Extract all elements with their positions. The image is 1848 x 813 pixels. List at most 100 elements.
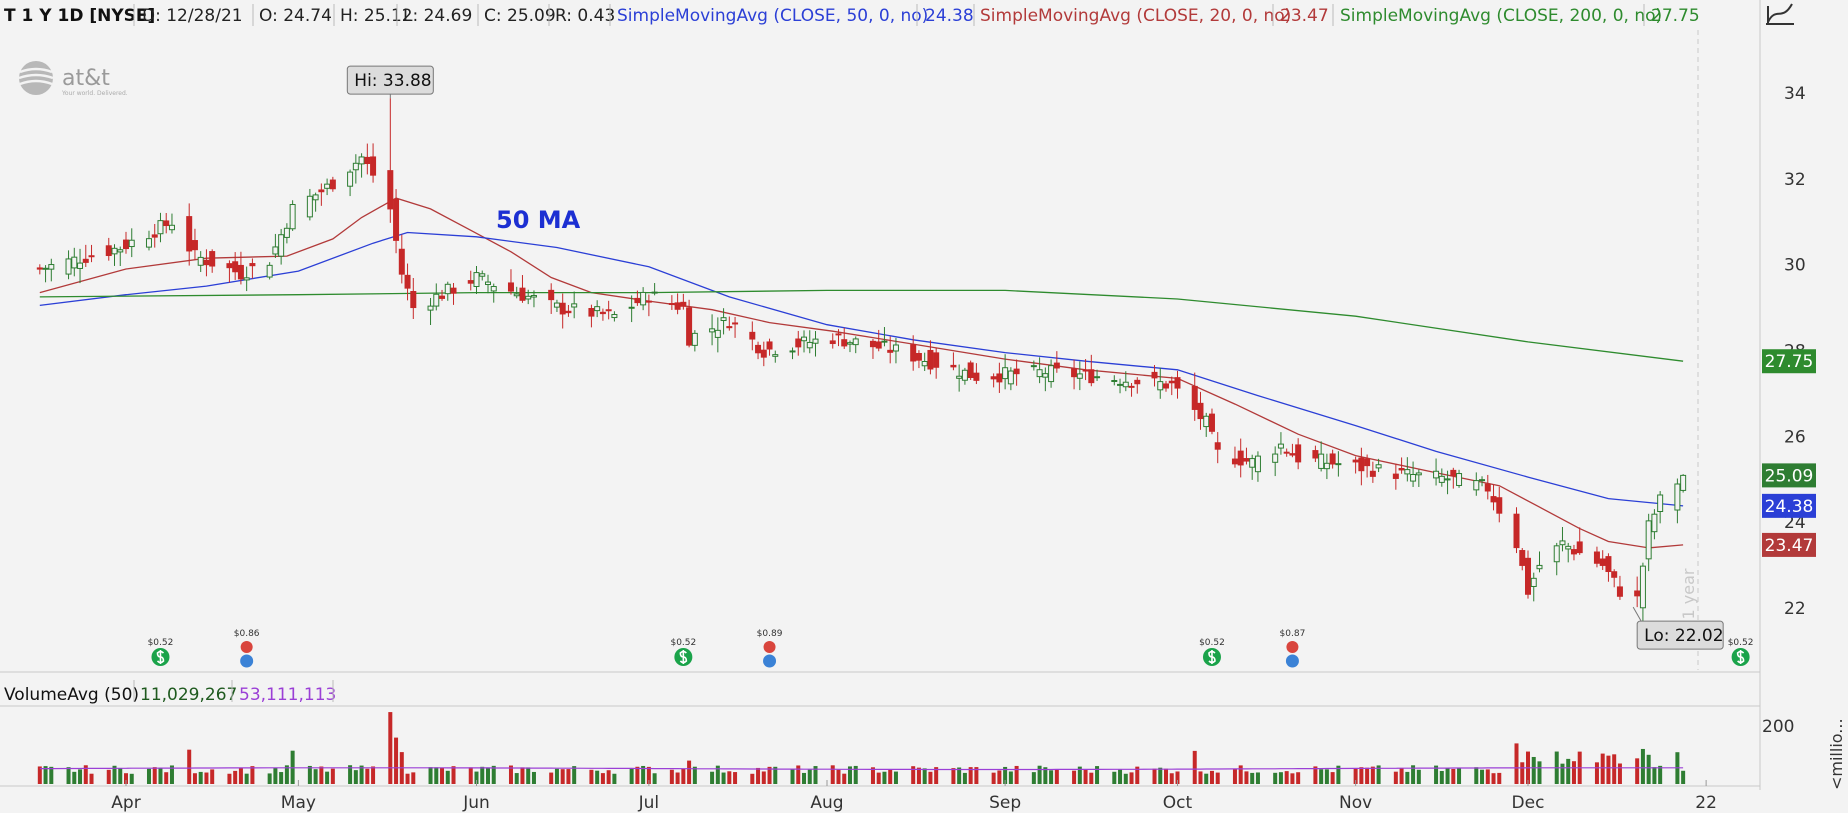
- candle-body: [1076, 373, 1083, 379]
- att-logo: at&t Your world. Delivered.: [18, 61, 128, 97]
- volume-bar: [870, 767, 875, 784]
- candle-body: [1249, 458, 1256, 468]
- att-logo-name: at&t: [62, 66, 110, 91]
- header-close: C: 25.09: [484, 6, 556, 26]
- dividend-icon[interactable]: [151, 648, 170, 666]
- candle-body: [278, 234, 285, 257]
- candle-body: [1168, 380, 1175, 384]
- candle-body: [565, 310, 572, 314]
- candle-body: [812, 338, 819, 344]
- candle-body: [1191, 385, 1198, 410]
- candle-body: [605, 309, 612, 312]
- candle-body: [1151, 371, 1158, 379]
- dividend-icon[interactable]: [1731, 648, 1750, 666]
- volume-bar: [233, 770, 238, 784]
- date-tick-label: May: [281, 793, 316, 813]
- candle-body: [329, 179, 336, 190]
- candle-body: [1208, 413, 1215, 432]
- candle-body: [312, 194, 319, 201]
- earnings-icon[interactable]: [1285, 641, 1299, 668]
- volume-bar: [371, 766, 376, 784]
- volume-bar: [1405, 771, 1410, 784]
- candle-body: [1473, 480, 1480, 491]
- candle-body: [910, 344, 917, 362]
- volume-bar: [1434, 765, 1439, 784]
- price-value-badge: [1762, 463, 1816, 488]
- earnings-amount: $0.87: [1280, 629, 1306, 639]
- candle-body: [1352, 459, 1359, 463]
- candle-body: [1111, 379, 1118, 382]
- candle-body: [352, 162, 359, 171]
- candle-body: [168, 224, 175, 231]
- candle-body: [1048, 365, 1055, 383]
- sma20-label[interactable]: SimpleMovingAvg (CLOSE, 20, 0, no): [980, 6, 1291, 26]
- volume-bar: [1485, 769, 1490, 784]
- volume-bar: [1445, 767, 1450, 784]
- header-symbol: T 1 Y 1D [NYSE]: [4, 6, 155, 26]
- volume-bar: [710, 771, 715, 784]
- candle-body: [88, 255, 95, 258]
- volume-bar: [1198, 771, 1203, 784]
- volume-bar: [106, 769, 111, 784]
- drawing-tool-icon[interactable]: [1764, 0, 1796, 26]
- price-value-badge: [1762, 349, 1816, 374]
- volume-bar: [468, 767, 473, 784]
- volume-bar: [428, 767, 433, 784]
- candle-body: [749, 331, 756, 340]
- candle-body: [933, 352, 940, 368]
- volume-bar: [37, 766, 42, 784]
- volume-bar: [796, 765, 801, 784]
- volume-bar: [802, 772, 807, 784]
- sma50-label[interactable]: SimpleMovingAvg (CLOSE, 50, 0, no): [617, 6, 928, 26]
- volume-study-label[interactable]: VolumeAvg (50): [4, 685, 139, 705]
- candle-body: [1570, 549, 1577, 555]
- volume-bar: [1003, 766, 1008, 784]
- volume-bar: [807, 769, 812, 784]
- candle-body: [289, 204, 296, 230]
- candle-body: [892, 344, 899, 352]
- date-tick-label: 22: [1695, 793, 1717, 813]
- dividend-amount: $0.52: [1728, 638, 1754, 648]
- volume-bar: [1681, 770, 1686, 784]
- volume-bar: [1411, 765, 1416, 784]
- candle-body: [680, 301, 687, 307]
- earnings-icon[interactable]: [240, 641, 254, 668]
- candle-body: [1525, 557, 1531, 595]
- dividend-icon[interactable]: [674, 648, 693, 666]
- volume-bar: [715, 765, 720, 784]
- candle-body: [1680, 474, 1687, 491]
- price-value-labels: 27.75 25.09 24.38 23.47: [1762, 349, 1816, 557]
- volume-bar: [365, 768, 370, 784]
- volume-bar: [1135, 766, 1140, 784]
- candle-body: [1392, 473, 1399, 479]
- candle-body: [398, 248, 405, 275]
- earnings-icon[interactable]: [763, 641, 777, 668]
- candle-body: [709, 328, 716, 333]
- volume-tick-label: 200: [1762, 717, 1794, 737]
- candle-body: [691, 332, 698, 346]
- dividend-icon-glyph: [156, 650, 165, 664]
- earnings-amount: $0.86: [234, 629, 260, 639]
- candle-body: [1438, 475, 1445, 483]
- sma200-label[interactable]: SimpleMovingAvg (CLOSE, 200, 0, no): [1340, 6, 1662, 26]
- candle-body: [249, 263, 256, 267]
- volume-bar: [164, 772, 169, 784]
- candle-body: [318, 189, 325, 193]
- volume-bar: [124, 773, 128, 784]
- candle-body: [801, 336, 808, 342]
- volume-bar: [348, 765, 353, 784]
- volume-bar: [1232, 769, 1237, 784]
- volume-bar: [612, 773, 617, 784]
- volume-bar: [1457, 767, 1462, 784]
- volume-bar: [192, 773, 197, 784]
- candle-body: [1272, 453, 1279, 463]
- volume-bar: [353, 770, 358, 784]
- att-logo-globe: [19, 61, 53, 95]
- earnings-icon-base: [763, 654, 777, 668]
- candle-body: [1088, 369, 1095, 384]
- candle-body: [364, 156, 371, 165]
- volume-bar: [440, 767, 445, 784]
- volume-bar: [1043, 767, 1048, 784]
- price-axis: 22242628303234: [1784, 84, 1806, 619]
- dividend-icon[interactable]: [1202, 648, 1221, 666]
